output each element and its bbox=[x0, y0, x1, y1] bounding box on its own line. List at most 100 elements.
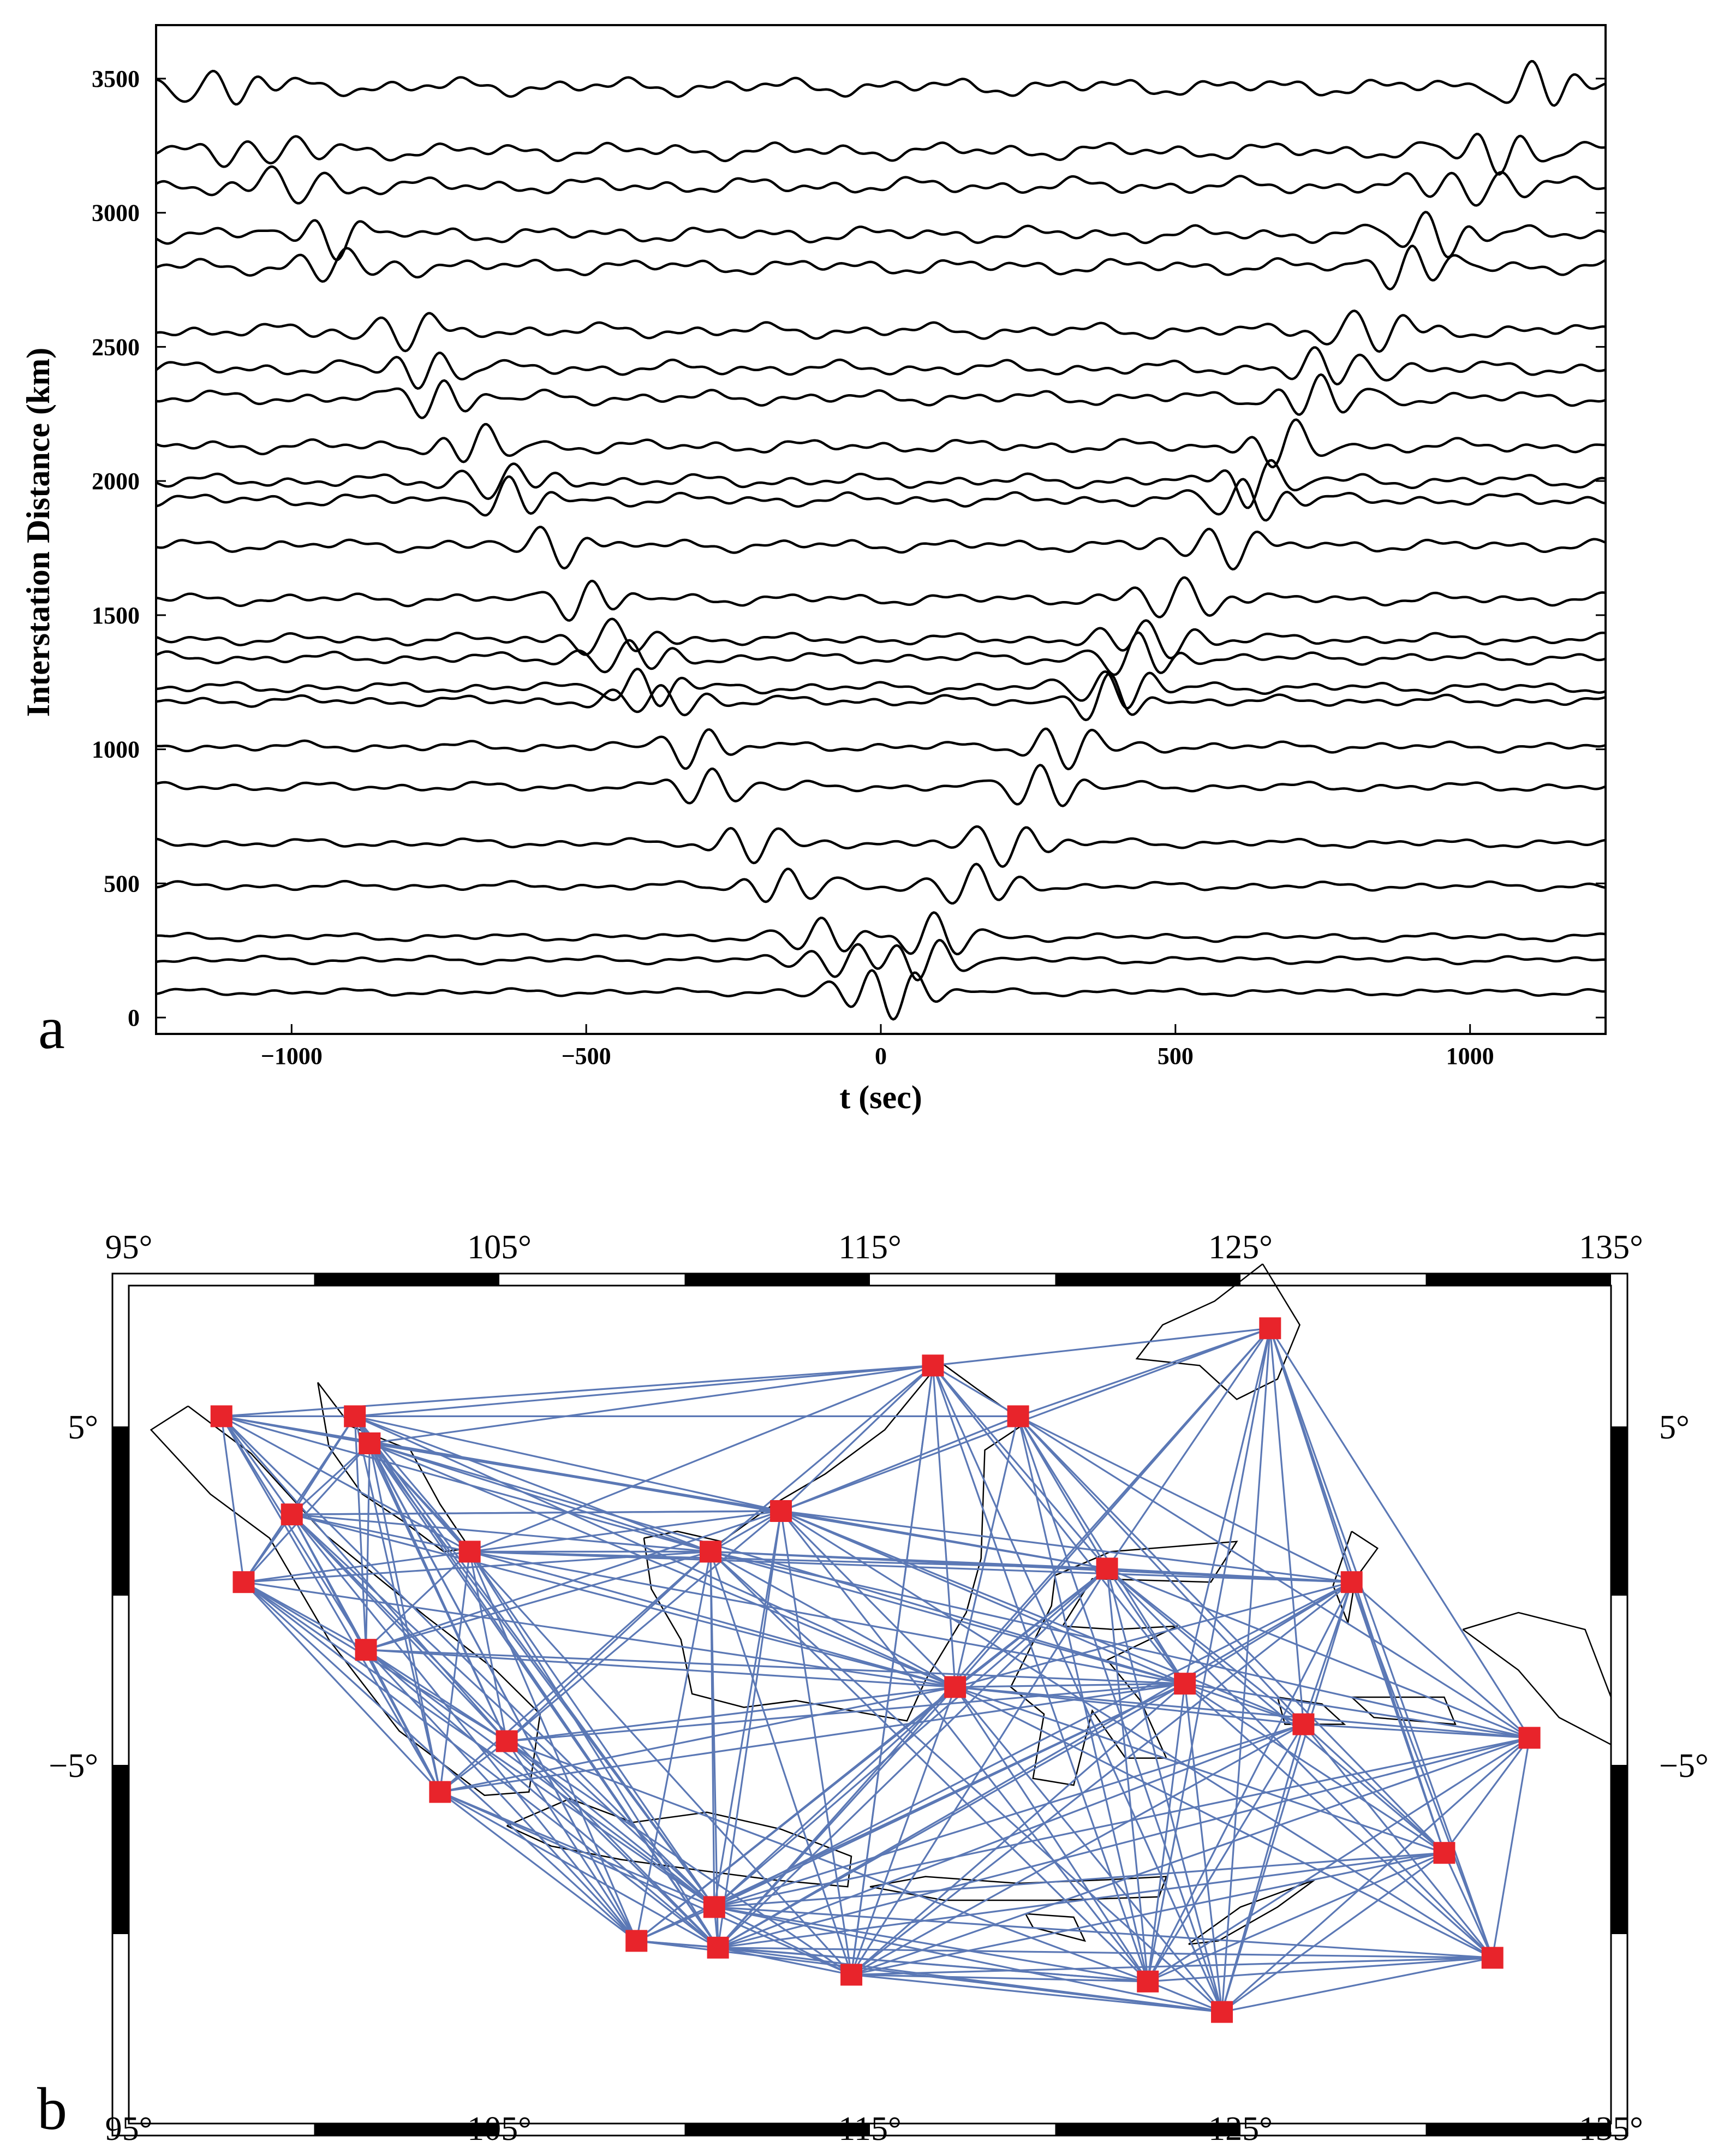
interstation-path bbox=[439, 1551, 471, 1792]
interstation-path bbox=[365, 1649, 715, 1908]
y-axis-ticks: 0 500 1000 1500 2000 2500 3000 3500 bbox=[92, 66, 1606, 1031]
interstation-path bbox=[1017, 1416, 1223, 2013]
interstation-path bbox=[365, 1649, 441, 1793]
interstation-path bbox=[439, 1791, 719, 1949]
interstation-path bbox=[1221, 1956, 1493, 2013]
y-tick-label: 2000 bbox=[92, 468, 140, 495]
latitude-label: −5° bbox=[1659, 1747, 1709, 1785]
interstation-path bbox=[850, 1682, 1186, 1976]
interstation-path bbox=[1106, 1328, 1271, 1569]
interstation-path bbox=[365, 1443, 371, 1650]
interstation-path bbox=[291, 1513, 956, 1688]
seismogram-trace bbox=[156, 764, 1606, 807]
interstation-path bbox=[439, 1740, 508, 1793]
station-marker bbox=[1340, 1571, 1363, 1593]
frame-scale-bar bbox=[314, 2124, 499, 2136]
interstation-path bbox=[780, 1510, 956, 1688]
interstation-path bbox=[1443, 1737, 1530, 1854]
interstation-path bbox=[291, 1514, 715, 1908]
interstation-path bbox=[243, 1442, 371, 1583]
interstation-path bbox=[1184, 1682, 1445, 1854]
interstation-path bbox=[1147, 1981, 1222, 2013]
interstation-path bbox=[369, 1442, 1185, 1685]
latitude-label: −5° bbox=[49, 1747, 98, 1785]
coastline-outline bbox=[1025, 1913, 1087, 1942]
y-tick-label: 2500 bbox=[92, 334, 140, 360]
interstation-path bbox=[354, 1415, 711, 1553]
interstation-path bbox=[635, 1551, 712, 1941]
interstation-path bbox=[469, 1551, 637, 1942]
interstation-path bbox=[1184, 1328, 1271, 1684]
interstation-path bbox=[220, 1416, 245, 1583]
interstation-path bbox=[220, 1416, 293, 1515]
interstation-path bbox=[1106, 1568, 1304, 1725]
longitude-label: 105° bbox=[467, 2110, 532, 2141]
interstation-path bbox=[1269, 1328, 1305, 1724]
interstation-path bbox=[1221, 1737, 1530, 2013]
panel-b-station-map: 95° 95° 105° 105° 115° 115° 125° 125° 135° 135° 5°… bbox=[37, 1229, 1709, 2141]
interstation-path bbox=[850, 1365, 934, 1975]
seismogram-trace bbox=[156, 310, 1606, 353]
longitude-label: 95° bbox=[105, 1229, 153, 1266]
interstation-path bbox=[439, 1551, 712, 1793]
interstation-path bbox=[220, 1416, 367, 1651]
seismogram-trace bbox=[156, 631, 1606, 676]
interstation-path bbox=[1351, 1581, 1494, 1958]
interstation-path bbox=[780, 1510, 1352, 1583]
interstation-path bbox=[243, 1581, 508, 1742]
interstation-path bbox=[369, 1364, 933, 1444]
interstation-path bbox=[851, 1973, 1222, 2013]
coastline-outline bbox=[1135, 1263, 1300, 1400]
interstation-path bbox=[469, 1364, 934, 1553]
frame-scale-bar bbox=[314, 1274, 499, 1286]
interstation-path bbox=[1221, 1852, 1445, 2013]
interstation-path bbox=[954, 1416, 1019, 1687]
y-tick-label: 1000 bbox=[92, 736, 140, 763]
longitude-label: 115° bbox=[838, 1229, 902, 1266]
interstation-path bbox=[365, 1649, 508, 1742]
interstation-path bbox=[291, 1514, 637, 1942]
interstation-path bbox=[850, 1686, 956, 1975]
seismogram-trace bbox=[156, 969, 1606, 1021]
station-marker bbox=[625, 1930, 648, 1952]
interstation-path bbox=[710, 1550, 1530, 1739]
interstation-path bbox=[439, 1791, 715, 1908]
seismogram-trace bbox=[156, 373, 1606, 419]
seismogram-trace bbox=[156, 245, 1606, 291]
interstation-path bbox=[506, 1740, 1148, 1983]
seismogram-trace bbox=[156, 526, 1606, 571]
coastline-outline bbox=[643, 1361, 1027, 1722]
coastline-outline bbox=[150, 1405, 541, 1797]
interstation-path bbox=[1107, 1567, 1352, 1583]
interstation-path bbox=[1148, 1956, 1493, 1983]
interstation-path bbox=[709, 1551, 852, 1975]
interstation-path bbox=[220, 1416, 441, 1793]
station-marker bbox=[944, 1676, 967, 1698]
interstation-path bbox=[366, 1649, 956, 1688]
x-tick-label: −1000 bbox=[261, 1043, 323, 1069]
interstation-path bbox=[1106, 1568, 1493, 1959]
station-marker bbox=[1292, 1713, 1315, 1735]
frame-scale-bar bbox=[1425, 2124, 1611, 2136]
interstation-path bbox=[369, 1442, 711, 1553]
x-tick-label: −500 bbox=[562, 1043, 611, 1069]
interstation-path bbox=[954, 1568, 1108, 1688]
interstation-path bbox=[291, 1510, 782, 1515]
interstation-path bbox=[1147, 1328, 1271, 1982]
interstation-path bbox=[1303, 1723, 1445, 1854]
seismogram-trace bbox=[156, 668, 1606, 710]
interstation-path bbox=[1221, 1581, 1353, 2013]
station-marker bbox=[1096, 1557, 1118, 1580]
seismogram-trace bbox=[156, 60, 1606, 107]
interstation-path bbox=[1269, 1328, 1494, 1958]
interstation-path bbox=[243, 1581, 367, 1651]
trace-group bbox=[156, 60, 1606, 1021]
interstation-path bbox=[933, 1327, 1270, 1366]
interstation-path bbox=[1303, 1723, 1493, 1959]
interstation-path bbox=[954, 1328, 1271, 1688]
interstation-path bbox=[709, 1551, 719, 1948]
coastline-outline bbox=[869, 1876, 1168, 1901]
x-tick-label: 0 bbox=[875, 1043, 887, 1069]
interstation-path bbox=[243, 1581, 719, 1949]
panel-b-label: b bbox=[37, 2075, 67, 2141]
